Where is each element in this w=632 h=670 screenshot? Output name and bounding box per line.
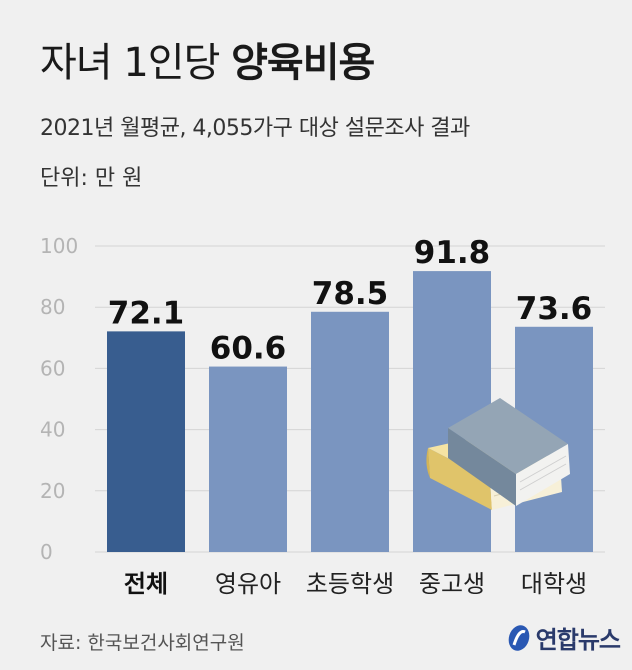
y-tick-label: 100 [40,234,78,258]
data-label: 60.6 [210,331,287,367]
data-label: 78.5 [312,276,389,312]
y-tick-label: 0 [40,540,53,564]
x-tick-label: 전체 [124,570,168,598]
title-emphasis: 양육비용 [231,40,375,86]
x-tick-label: 영유아 [215,570,281,598]
y-tick-label: 40 [40,418,65,442]
title-prefix: 자녀 1인당 [40,40,232,86]
source-note: 자료: 한국보건사회연구원 [40,632,245,654]
bar [209,366,287,552]
chart-title: 자녀 1인당 양육비용 [40,30,375,88]
y-tick-label: 80 [40,295,65,319]
yonhap-logo: 연합뉴스 [506,620,621,655]
data-label: 91.8 [414,235,491,271]
y-tick-label: 60 [40,356,65,380]
y-tick-label: 20 [40,479,65,503]
x-tick-label: 초등학생 [306,570,394,598]
yonhap-logo-icon [508,624,529,651]
logo-text: 연합뉴스 [535,626,621,654]
bar-chart: 0 20 40 60 80 100 72.1 전체 60.6 영유아 78.5 초등학생 91.8 중고… [40,234,605,598]
data-label: 72.1 [108,295,185,331]
unit-label: 단위: 만 원 [40,166,143,191]
books-illustration [426,398,570,510]
chart-subtitle: 2021년 월평균, 4,055가구 대상 설문조사 결과 [40,116,470,141]
x-tick-label: 대학생 [521,570,587,598]
x-tick-label: 중고생 [419,570,485,598]
bar [107,331,185,552]
data-label: 73.6 [516,291,593,327]
bar [311,311,389,552]
